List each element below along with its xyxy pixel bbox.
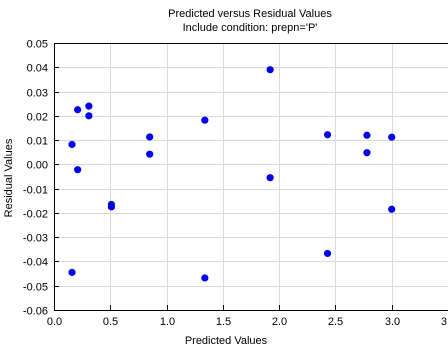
x-tick-label: 3.5 bbox=[441, 316, 448, 328]
y-tick-label: -0.05 bbox=[23, 282, 48, 294]
chart-subtitle: Include condition: prepn='P' bbox=[183, 22, 318, 34]
data-point bbox=[266, 174, 274, 182]
data-point bbox=[146, 150, 154, 158]
x-tick-label: 0.0 bbox=[47, 316, 62, 328]
data-point bbox=[107, 203, 116, 211]
y-tick-label: -0.04 bbox=[23, 257, 48, 269]
y-tick-label: -0.01 bbox=[23, 185, 48, 197]
data-point bbox=[266, 66, 274, 74]
y-tick-label: 0.03 bbox=[27, 88, 48, 100]
x-tick-label: 1.5 bbox=[216, 316, 231, 328]
chart-title: Predicted versus Residual Values bbox=[168, 8, 332, 20]
x-tick-label: 3.0 bbox=[385, 316, 400, 328]
data-point bbox=[201, 116, 209, 124]
y-tick-label: -0.06 bbox=[23, 306, 48, 318]
y-tick-label: 0.00 bbox=[27, 160, 48, 172]
y-tick-label: -0.03 bbox=[23, 233, 48, 245]
data-point bbox=[388, 205, 396, 213]
data-point bbox=[323, 131, 332, 139]
data-point bbox=[201, 274, 209, 282]
data-points bbox=[68, 66, 396, 282]
x-tick-label: 1.0 bbox=[160, 316, 175, 328]
data-point bbox=[388, 133, 396, 141]
y-tick-label: -0.02 bbox=[23, 209, 48, 221]
y-tick-label: 0.01 bbox=[27, 136, 48, 148]
data-point bbox=[323, 249, 332, 258]
data-point bbox=[68, 268, 76, 276]
y-tick-label: 0.02 bbox=[27, 112, 48, 124]
y-tick-label: 0.05 bbox=[27, 39, 48, 51]
data-point bbox=[146, 133, 154, 141]
x-tick-label: 2.5 bbox=[328, 316, 343, 328]
x-tick-label: 0.5 bbox=[103, 316, 118, 328]
x-tick-labels: 0.0 0.5 1.0 1.5 2.0 2.5 3.0 3.5 bbox=[47, 316, 448, 328]
data-point bbox=[68, 140, 76, 149]
y-tick-label: 0.04 bbox=[27, 63, 48, 75]
x-tick-label: 2.0 bbox=[272, 316, 287, 328]
data-point bbox=[85, 112, 93, 120]
y-axis-label: Residual Values bbox=[3, 138, 15, 217]
grid-lines bbox=[54, 43, 448, 311]
x-axis-label: Predicted Values bbox=[185, 335, 268, 347]
tick-marks bbox=[54, 43, 393, 311]
y-tick-labels: 0.05 0.04 0.03 0.02 0.01 0.00 -0.01 -0.02 -0.03 -… bbox=[23, 39, 48, 318]
data-point bbox=[74, 166, 82, 174]
plot-frame bbox=[54, 43, 448, 311]
data-point bbox=[363, 131, 371, 139]
data-point bbox=[74, 106, 82, 114]
data-point bbox=[363, 149, 371, 157]
data-point bbox=[85, 102, 93, 110]
